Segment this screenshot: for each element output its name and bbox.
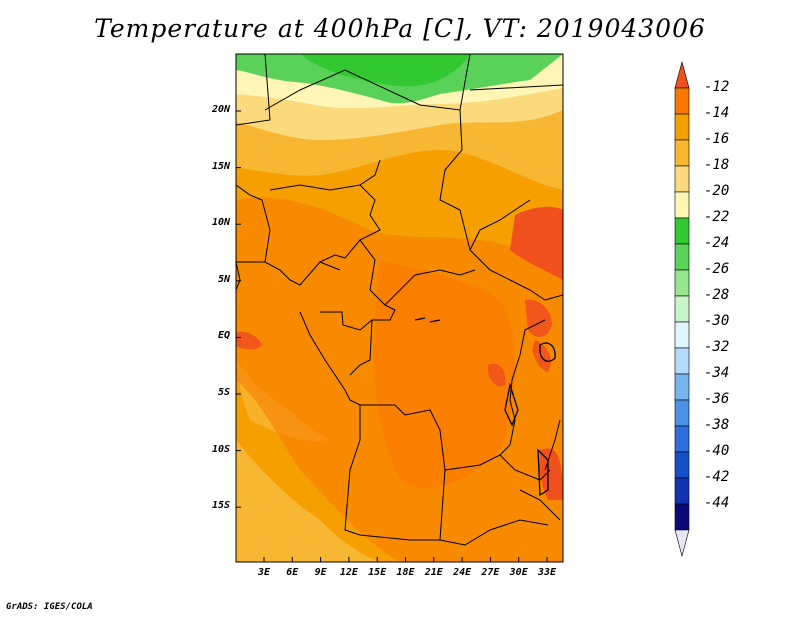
- colorbar-label: -40: [704, 443, 730, 459]
- credit-text: GrADS: IGES/COLA: [6, 602, 93, 612]
- colorbar-swatch: [674, 399, 690, 427]
- colorbar-label: -28: [704, 287, 730, 303]
- colorbar-swatch: [674, 139, 690, 167]
- field-southwest-light: [236, 440, 380, 562]
- lat-tick-label: 15S: [211, 500, 230, 512]
- colorbar-swatch: [674, 425, 690, 453]
- colorbar-label: -24: [704, 235, 730, 251]
- colorbar-label: -22: [704, 209, 730, 225]
- lat-tick-label: 5S: [217, 387, 230, 398]
- colorbar-label: -26: [704, 261, 730, 277]
- lon-tick-label: 27E: [481, 567, 500, 578]
- colorbar-swatch: [674, 113, 690, 141]
- colorbar-swatch: [674, 295, 690, 323]
- lon-tick-label: 30E: [509, 567, 528, 578]
- colorbar-label: -32: [704, 339, 730, 355]
- colorbar-label: -36: [704, 391, 730, 407]
- lon-tick-label: 15E: [368, 567, 387, 578]
- colorbar-swatch: [674, 243, 690, 271]
- colorbar-swatch: [674, 60, 690, 89]
- lon-tick-label: 9E: [314, 567, 327, 578]
- lon-tick-label: 12E: [339, 567, 358, 578]
- colorbar-swatch: [674, 191, 690, 219]
- colorbar-swatch: [674, 451, 690, 479]
- colorbar-swatch: [674, 529, 690, 558]
- colorbar-swatch: [674, 373, 690, 401]
- lat-tick-label: 20N: [211, 104, 230, 115]
- colorbar-label: -16: [704, 131, 730, 147]
- colorbar-label: -42: [704, 469, 730, 485]
- colorbar-swatch: [674, 347, 690, 375]
- colorbar-swatch: [674, 477, 690, 505]
- lon-tick-label: 33E: [537, 567, 557, 578]
- colorbar: [674, 60, 690, 558]
- lon-tick-label: 21E: [424, 567, 443, 578]
- map-title: Temperature at 400hPa [C], VT: 201904300…: [94, 14, 706, 43]
- colorbar-label: -38: [704, 417, 730, 433]
- colorbar-label: -14: [704, 105, 730, 121]
- lat-tick-label: EQ: [217, 330, 230, 342]
- lakes: [414, 317, 556, 497]
- lat-tick-label: 10S: [211, 443, 230, 455]
- coastline: [236, 261, 351, 401]
- field-band-minus24: [300, 54, 470, 87]
- colorbar-label: -12: [704, 79, 730, 95]
- colorbar-label: -30: [704, 313, 730, 329]
- colorbar-label: -34: [704, 365, 730, 381]
- lat-tick-label: 15N: [211, 160, 230, 172]
- lon-tick-label: 3E: [257, 567, 271, 578]
- colorbar-label: -20: [704, 183, 730, 199]
- colorbar-swatch: [674, 269, 690, 297]
- colorbar-swatch: [674, 87, 690, 115]
- field-band-minus12-west: [236, 331, 262, 350]
- colorbar-swatch: [674, 165, 690, 193]
- lat-tick-label: 10N: [211, 217, 230, 229]
- temperature-field: [236, 54, 563, 562]
- colorbar-swatch: [674, 217, 690, 245]
- lon-tick-label: 6E: [286, 567, 299, 578]
- colorbar-swatch: [674, 503, 690, 531]
- colorbar-label: -18: [704, 157, 730, 173]
- field-band-minus12-east: [510, 206, 563, 280]
- lon-tick-label: 18E: [396, 567, 415, 578]
- lon-tick-label: 24E: [453, 567, 472, 578]
- colorbar-swatch: [674, 321, 690, 349]
- axis-ticks: [236, 110, 548, 562]
- colorbar-label: -44: [704, 495, 730, 511]
- lat-tick-label: 5N: [217, 273, 230, 285]
- field-band-minus12-southeast: [539, 448, 563, 500]
- map-frame: [235, 53, 564, 563]
